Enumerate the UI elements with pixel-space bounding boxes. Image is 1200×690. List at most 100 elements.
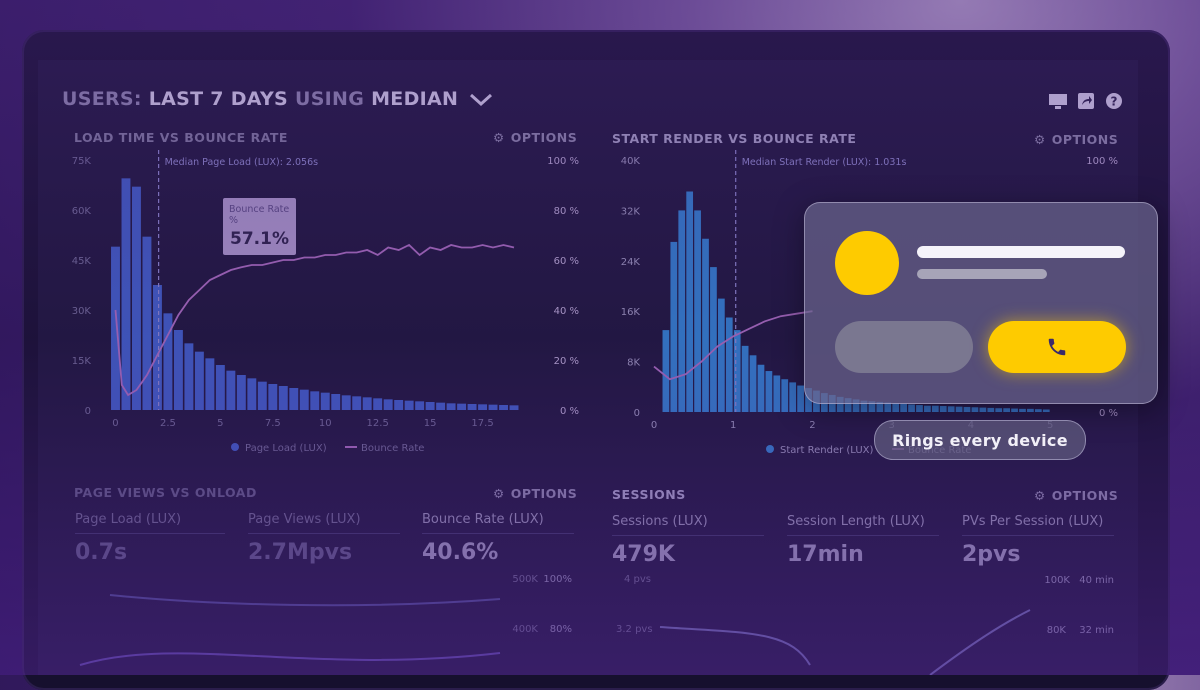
median-label: Median Start Render (LUX): 1.031s	[742, 157, 907, 168]
y-right-tick-label: 80 %	[554, 206, 579, 217]
metric-divider	[962, 535, 1114, 536]
histogram-bar	[844, 398, 852, 412]
y-right-tick-label: 20 %	[554, 356, 579, 367]
histogram-bar	[757, 364, 765, 412]
caption-text: Rings every device	[892, 430, 1068, 450]
histogram-bar	[446, 403, 456, 410]
avatar	[835, 231, 899, 295]
axis-tick-label: 100K	[1044, 575, 1070, 586]
options-button-page-views[interactable]: ⚙ OPTIONS	[493, 486, 577, 501]
legend-swatch-bars	[766, 445, 774, 453]
options-label: OPTIONS	[1051, 132, 1119, 147]
y-tick-label: 75K	[72, 156, 92, 167]
histogram-bar	[995, 408, 1003, 412]
metric-value-page-load: 0.7s	[75, 540, 128, 565]
histogram-bar	[467, 404, 477, 410]
histogram-bar	[924, 405, 931, 412]
histogram-bar	[931, 405, 939, 412]
histogram-bar	[836, 396, 844, 412]
metric-divider	[612, 535, 764, 536]
histogram-bar	[142, 236, 152, 410]
histogram-bar	[436, 402, 446, 410]
histogram-bar	[955, 406, 963, 412]
histogram-bar	[678, 210, 686, 412]
histogram-bar	[852, 399, 860, 412]
gear-icon: ⚙	[493, 130, 505, 145]
metric-label-bounce-rate: Bounce Rate (LUX)	[422, 512, 544, 527]
page-views-trend-chart: 500K 100% 400K 80%	[79, 574, 572, 666]
sessions-trend-chart: 4 pvs 3.2 pvs 100K 40 min 80K 32 min	[616, 574, 1114, 675]
histogram-bar	[331, 394, 341, 410]
histogram-bar	[111, 246, 120, 410]
x-tick-label: 2	[809, 420, 815, 431]
histogram-bar	[908, 404, 915, 412]
trend-line	[79, 652, 501, 666]
metric-divider	[422, 533, 574, 534]
metric-value-bounce-rate: 40.6%	[422, 540, 499, 565]
histogram-bar	[860, 400, 868, 412]
axis-tick-label: 4 pvs	[624, 574, 651, 585]
options-button-sessions[interactable]: ⚙ OPTIONS	[1034, 488, 1118, 503]
top-icon-bar: ?	[1048, 92, 1124, 110]
options-button-load-time[interactable]: ⚙ OPTIONS	[493, 130, 577, 145]
histogram-bar	[499, 405, 508, 410]
y-right-tick-label: 0 %	[560, 406, 579, 417]
chevron-down-icon[interactable]	[469, 93, 493, 107]
options-button-start-render[interactable]: ⚙ OPTIONS	[1034, 132, 1118, 147]
histogram-bar	[478, 404, 488, 410]
histogram-bar	[1019, 408, 1026, 412]
x-tick-label: 1	[730, 420, 736, 431]
histogram-bar	[383, 399, 393, 410]
y-right-tick-label: 40 %	[554, 306, 579, 317]
tooltip-value: 57.1%	[230, 229, 289, 249]
share-icon[interactable]	[1076, 92, 1096, 110]
help-icon[interactable]: ?	[1104, 92, 1124, 110]
y-tick-label: 0	[634, 408, 640, 419]
histogram-bar	[362, 397, 372, 410]
legend-label-bars: Start Render (LUX)	[780, 445, 874, 456]
y-right-tick-label: 0 %	[1099, 408, 1118, 419]
histogram-bar	[310, 391, 320, 410]
histogram-bar	[797, 385, 804, 412]
tooltip-title: Bounce Rate %	[229, 204, 290, 226]
axis-tick-label: 40 min	[1079, 575, 1114, 586]
load-time-chart: 0 15K 30K 45K 60K 75K 0 % 20 % 40 % 60 % 80 % 100 %…	[72, 150, 579, 454]
histogram-bar	[876, 401, 884, 412]
histogram-bar	[963, 406, 971, 412]
legend-label-bars: Page Load (LUX)	[245, 443, 327, 454]
monitor-icon[interactable]	[1048, 92, 1068, 110]
histogram-bar	[257, 381, 267, 410]
gear-icon: ⚙	[493, 486, 505, 501]
x-tick-label: 12.5	[367, 418, 389, 429]
svg-text:?: ?	[1111, 95, 1118, 109]
y-tick-label: 32K	[621, 206, 641, 217]
histogram-bar	[132, 186, 141, 410]
metric-divider	[787, 535, 939, 536]
histogram-bar	[278, 386, 288, 410]
y-tick-label: 8K	[627, 358, 640, 369]
options-label: OPTIONS	[510, 486, 578, 501]
answer-button[interactable]	[988, 321, 1126, 373]
dashboard-title[interactable]: USERS: LAST 7 DAYS USING MEDIAN	[62, 88, 493, 110]
histogram-bar	[509, 405, 519, 410]
y-tick-label: 45K	[72, 256, 92, 267]
x-tick-label: 17.5	[471, 418, 493, 429]
metric-label-page-load: Page Load (LUX)	[75, 512, 182, 527]
histogram-bar	[394, 400, 404, 410]
options-label: OPTIONS	[1051, 488, 1119, 503]
incoming-call-card	[804, 202, 1158, 404]
histogram-bar	[404, 400, 414, 410]
y-right-tick-label: 60 %	[554, 256, 579, 267]
histogram-bar	[173, 330, 183, 410]
histogram-bar	[662, 330, 670, 412]
y-tick-label: 40K	[621, 156, 641, 167]
histogram-bar	[749, 355, 757, 412]
axis-tick-label: 80K	[1047, 625, 1067, 636]
histogram-bar	[971, 407, 979, 412]
phone-icon	[1048, 338, 1066, 356]
histogram-bar	[773, 375, 781, 412]
histogram-bar	[488, 404, 498, 410]
y-tick-label: 15K	[72, 356, 92, 367]
decline-button[interactable]	[835, 321, 973, 373]
caller-subtitle-placeholder	[917, 269, 1047, 279]
